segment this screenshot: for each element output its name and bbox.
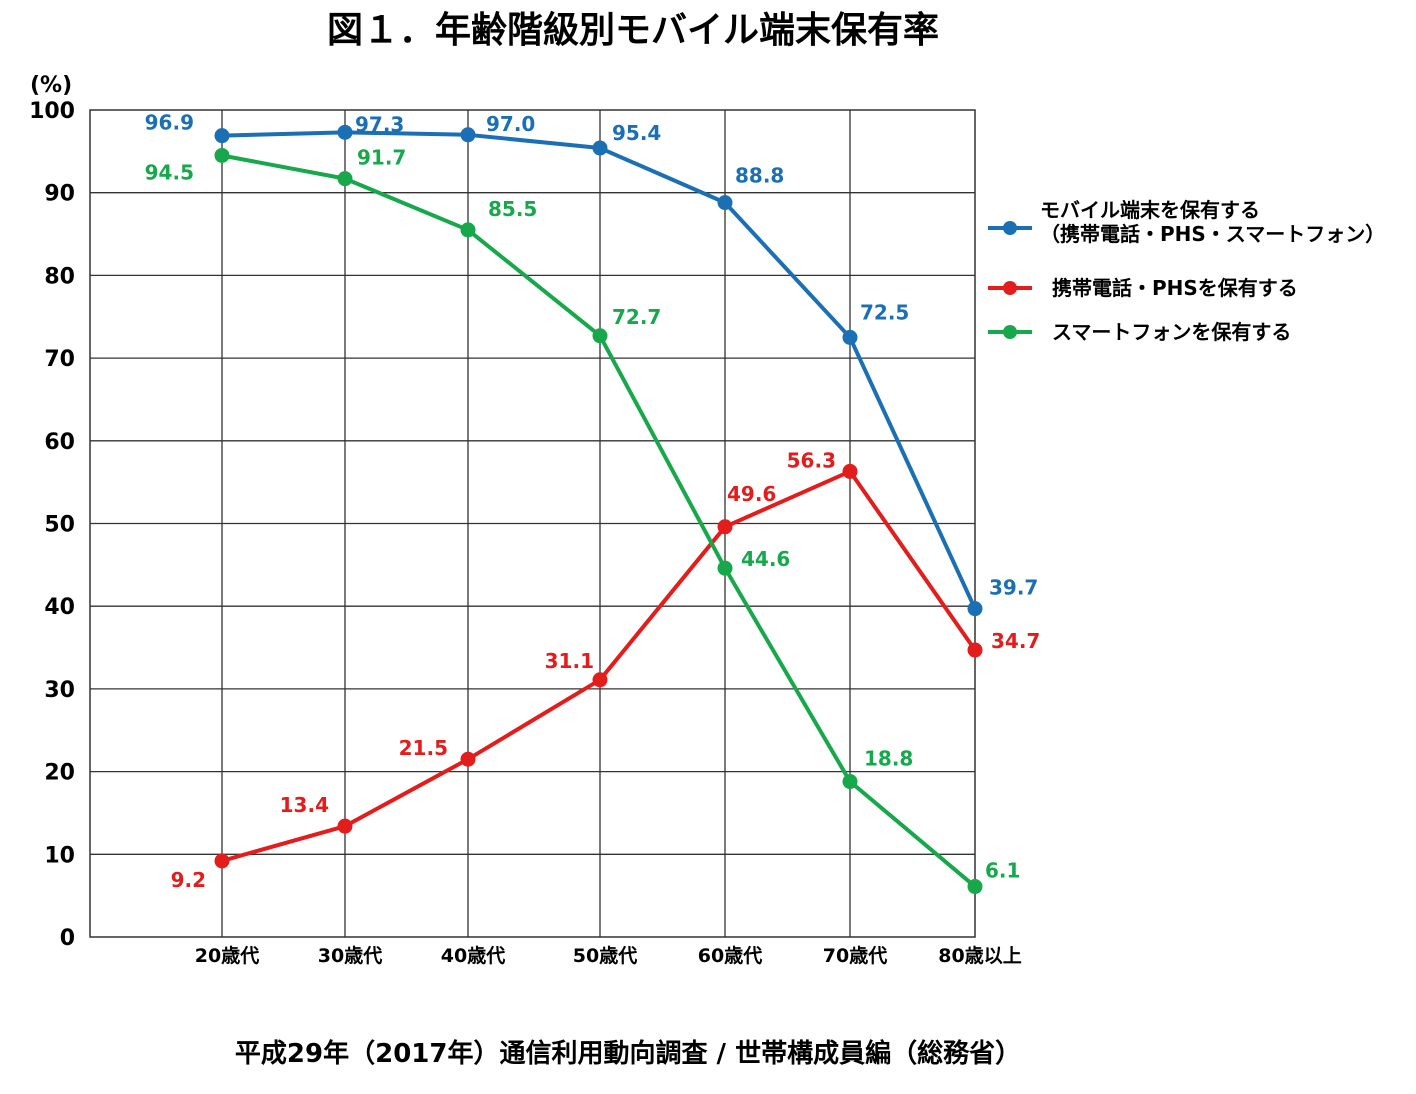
series-line-1: [221, 469, 977, 863]
data-point: [842, 329, 858, 345]
data-point: [337, 818, 353, 834]
grid: [89, 109, 976, 938]
y-tick-label: 20: [44, 761, 75, 786]
data-point: [460, 127, 476, 143]
x-tick-label: 40歳代: [441, 945, 505, 967]
source-note: 平成29年（2017年）通信利用動向調査 / 世帯構成員編（総務省）: [235, 1038, 1021, 1069]
x-tick-label: 70歳代: [823, 945, 887, 967]
series-0: 96.9 97.3 97.0 95.4 88.8 72.5 39.7: [145, 111, 1038, 617]
data-point: [460, 222, 476, 238]
x-tick-label: 60歳代: [698, 945, 762, 967]
data-label: 18.8: [864, 747, 913, 771]
data-label: 31.1: [545, 649, 594, 673]
x-tick-label: 50歳代: [573, 945, 637, 967]
y-tick-label: 100: [29, 99, 75, 124]
x-tick-label: 30歳代: [318, 945, 382, 967]
series-1: 9.2 13.4 21.5 31.1 49.6 56.3 34.7: [171, 448, 1041, 892]
legend-marker-1: [1003, 281, 1017, 295]
data-point: [717, 195, 733, 211]
series-line-0: [221, 130, 977, 610]
legend-label: モバイル端末を保有する: [1040, 198, 1260, 222]
data-point: [967, 879, 983, 895]
data-label: 6.1: [985, 859, 1020, 883]
y-tick-label: 40: [44, 595, 75, 620]
legend: モバイル端末を保有する（携帯電話・PHS・スマートフォン） 携帯電話・PHSを保有…: [988, 198, 1385, 344]
y-axis: 0 10 20 30 40 50 60 70 80 90 100: [29, 99, 75, 951]
x-tick-label: 80歳以上: [938, 945, 1021, 967]
y-unit-label: (%): [30, 73, 72, 98]
y-tick-label: 50: [44, 513, 75, 538]
series-line-2: [221, 153, 977, 889]
legend-marker-2: [1003, 325, 1017, 339]
series-2: 94.5 91.7 85.5 72.7 44.6 18.8 6.1: [145, 146, 1020, 895]
y-tick-label: 90: [44, 182, 75, 207]
data-point: [717, 519, 733, 535]
legend-label: 携帯電話・PHSを保有する: [1052, 276, 1298, 300]
legend-label-line2: （携帯電話・PHS・スマートフォン）: [1040, 222, 1385, 246]
data-point: [337, 171, 353, 187]
data-label: 91.7: [357, 146, 406, 170]
y-tick-label: 80: [44, 264, 75, 289]
data-point: [214, 147, 230, 163]
legend-marker-0: [1003, 221, 1017, 235]
data-label: 96.9: [145, 111, 194, 135]
data-point: [592, 328, 608, 344]
x-axis: 20歳代 30歳代 40歳代 50歳代 60歳代 70歳代 80歳以上: [195, 945, 1022, 967]
data-label: 85.5: [488, 197, 537, 221]
data-point: [337, 124, 353, 140]
data-label: 94.5: [145, 160, 194, 184]
data-label: 95.4: [612, 121, 661, 145]
data-label: 13.4: [280, 793, 329, 817]
data-label: 97.3: [355, 112, 404, 136]
x-tick-label: 20歳代: [195, 945, 259, 967]
data-point: [967, 642, 983, 658]
y-tick-label: 60: [44, 430, 75, 455]
data-point: [214, 128, 230, 144]
y-tick-label: 10: [44, 843, 75, 868]
y-tick-label: 0: [60, 926, 75, 951]
data-label: 21.5: [399, 736, 448, 760]
chart-title: 図１．年齢階級別モバイル端末保有率: [327, 10, 939, 51]
data-label: 9.2: [171, 868, 206, 892]
y-tick-label: 30: [44, 678, 75, 703]
data-label: 39.7: [989, 576, 1038, 600]
data-point: [842, 463, 858, 479]
data-label: 56.3: [787, 448, 836, 472]
data-point: [717, 560, 733, 576]
data-point: [214, 853, 230, 869]
data-point: [460, 751, 476, 767]
data-point: [842, 774, 858, 790]
data-point: [592, 672, 608, 688]
data-label: 72.5: [860, 300, 909, 324]
data-label: 49.6: [727, 482, 776, 506]
data-label: 34.7: [991, 629, 1040, 653]
series-group: 96.9 97.3 97.0 95.4 88.8 72.5 39.7 9.2 13.4 21.5 3…: [145, 111, 1041, 895]
data-label: 88.8: [735, 164, 784, 188]
data-label: 72.7: [612, 305, 661, 329]
data-point: [592, 140, 608, 156]
data-label: 44.6: [741, 547, 790, 571]
legend-label: スマートフォンを保有する: [1052, 320, 1291, 344]
y-tick-label: 70: [44, 347, 75, 372]
data-point: [967, 601, 983, 617]
data-label: 97.0: [486, 112, 535, 136]
